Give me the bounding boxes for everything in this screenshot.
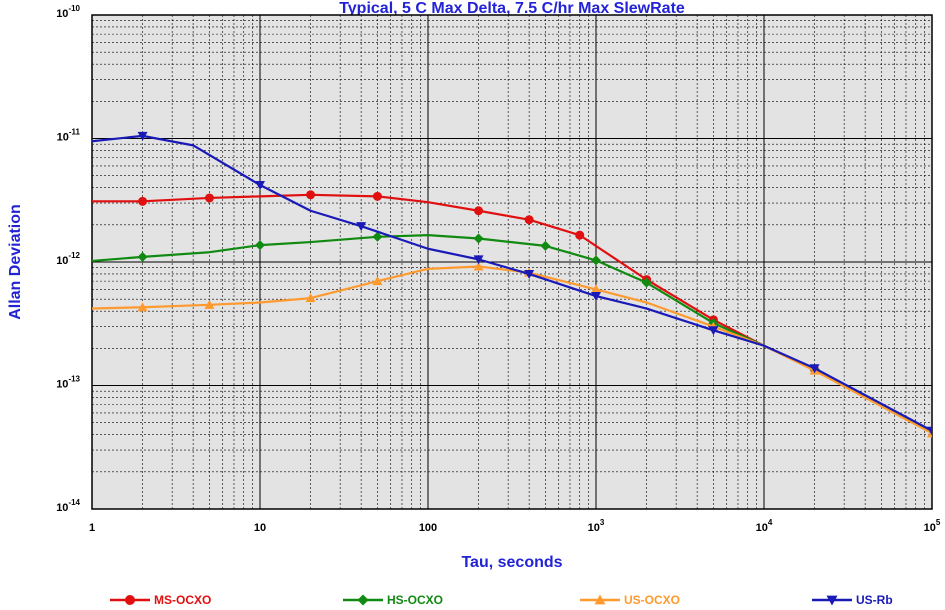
- legend-label-hs-ocxo: HS-OCXO: [387, 593, 443, 607]
- data-point-hs-ocxo-10: [255, 240, 265, 251]
- x-tick-labels: 1 10 100 103 104 105: [89, 518, 941, 534]
- data-point-hs-ocxo-200: [473, 233, 484, 244]
- data-point-us-rb-40: [356, 222, 367, 232]
- x-tick-label: 10: [254, 522, 266, 534]
- legend-marker-us-ocxo: [594, 594, 606, 605]
- data-point-ms-ocxo-800: [575, 230, 585, 240]
- y-tick-label: 10-11: [57, 128, 81, 144]
- data-point-ms-ocxo-50: [372, 191, 382, 201]
- data-point-us-ocxo-200: [473, 261, 484, 271]
- data-point-hs-ocxo-2000: [641, 277, 652, 288]
- chart-title: Typical, 5 C Max Delta, 7.5 C/hr Max Sle…: [339, 0, 685, 17]
- data-point-us-rb-20000: [809, 364, 820, 374]
- legend-item-us-rb: US-Rb: [812, 593, 893, 607]
- data-point-us-rb-100000: [927, 426, 932, 436]
- data-point-ms-ocxo-200: [474, 206, 484, 216]
- data-point-us-ocxo-50: [372, 276, 383, 286]
- plot-border: [91, 14, 933, 510]
- data-point-us-rb-1000: [591, 292, 601, 302]
- x-tick-label: 105: [924, 518, 941, 534]
- data-point-hs-ocxo-50: [372, 231, 383, 242]
- legend-label-us-ocxo: US-OCXO: [624, 593, 680, 607]
- legend-marker-hs-ocxo: [357, 594, 369, 606]
- x-axis-label: Tau, seconds: [461, 554, 562, 571]
- y-tick-label: 10-10: [56, 4, 80, 20]
- legend-label-us-rb: US-Rb: [856, 593, 893, 607]
- data-point-ms-ocxo-20: [306, 190, 316, 200]
- y-tick-label: 10-12: [56, 251, 80, 267]
- data-point-us-ocxo-20: [305, 293, 316, 303]
- data-point-us-rb-2: [137, 131, 148, 141]
- data-point-us-ocxo-5: [204, 299, 215, 309]
- legend-item-ms-ocxo: MS-OCXO: [110, 593, 211, 607]
- legend-marker-ms-ocxo: [125, 595, 135, 605]
- x-tick-label: 1: [89, 522, 95, 534]
- data-point-ms-ocxo-2: [138, 196, 148, 206]
- data-point-hs-ocxo-2: [137, 251, 148, 262]
- y-tick-label: 10-14: [56, 498, 80, 514]
- data-point-us-rb-400: [524, 269, 535, 279]
- grid-minor: [92, 15, 932, 509]
- x-tick-label: 104: [756, 518, 773, 534]
- legend-label-ms-ocxo: MS-OCXO: [154, 593, 211, 607]
- legend-item-us-ocxo: US-OCXO: [580, 593, 680, 607]
- data-point-ms-ocxo-400: [524, 215, 534, 225]
- legend-item-hs-ocxo: HS-OCXO: [343, 593, 443, 607]
- data-point-ms-ocxo-5: [204, 193, 214, 203]
- y-axis-label: Allan Deviation: [7, 204, 24, 320]
- legend: MS-OCXO HS-OCXO US-OCXO US-Rb: [110, 593, 893, 607]
- data-point-us-rb-200: [473, 255, 484, 265]
- x-tick-label: 103: [588, 518, 605, 534]
- data-point-hs-ocxo-500: [540, 240, 551, 251]
- y-tick-labels: 10-14 10-13 10-12 10-11 10-10: [56, 4, 80, 514]
- data-point-us-ocxo-1000: [591, 284, 601, 294]
- y-tick-label: 10-13: [56, 375, 80, 391]
- x-tick-label: 100: [419, 522, 437, 534]
- series-us-rb: [92, 131, 932, 436]
- data-point-us-ocxo-2: [137, 302, 148, 312]
- data-point-hs-ocxo-1000: [591, 255, 601, 266]
- legend-marker-us-rb: [826, 595, 838, 606]
- data-point-us-rb-5000: [708, 326, 719, 336]
- data-point-us-rb-10: [255, 181, 265, 191]
- series-layer: [92, 131, 932, 438]
